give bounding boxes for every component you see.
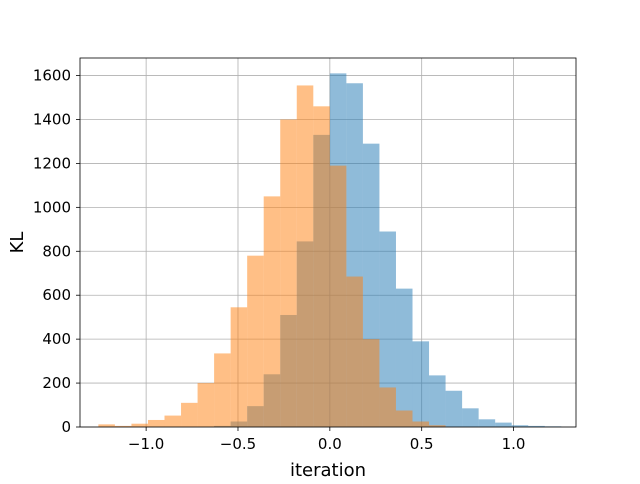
series-1-bar-19: [412, 421, 430, 427]
series-1-bar-2: [131, 423, 148, 427]
series-0-bar-18: [511, 425, 529, 427]
x-tick-label-1: −0.5: [220, 435, 256, 453]
y-tick-label-6: 1200: [33, 154, 71, 172]
series-1-bar-15: [346, 276, 363, 427]
y-tick-label-0: 0: [61, 418, 71, 436]
series-1-bar-17: [379, 387, 396, 427]
series-1-bar-1: [114, 425, 132, 427]
x-axis-ticks: −1.0 −0.5 0.0 0.5 1.0: [128, 427, 526, 453]
y-tick-label-3: 600: [42, 286, 71, 304]
series-0-bar-11: [395, 288, 413, 427]
y-tick-label-1: 200: [42, 374, 71, 392]
series-0-bar-15: [462, 408, 479, 427]
series-0-bar-17: [495, 422, 512, 427]
y-tick-label-2: 400: [42, 330, 71, 348]
histogram-bars: [98, 73, 562, 428]
series-1-bar-20: [429, 425, 446, 427]
y-axis-ticks: 0 200 400 600 800 1000 1200 1400 1600: [33, 67, 80, 436]
series-1-bar-5: [181, 402, 198, 427]
y-tick-label-7: 1400: [33, 111, 71, 129]
series-1-bar-9: [247, 255, 264, 427]
series-0-bar-12: [412, 341, 430, 427]
series-0-bar-13: [429, 375, 446, 427]
series-1-bar-4: [164, 415, 182, 427]
series-1-bar-6: [197, 383, 215, 427]
x-axis-label: iteration: [290, 460, 366, 480]
series-1-bar-14: [329, 165, 347, 427]
series-0-bar-10: [379, 231, 396, 427]
series-1-bar-7: [214, 353, 231, 427]
series-0-bar-14: [445, 390, 463, 427]
series-0-bar-16: [478, 419, 496, 427]
x-tick-label-3: 0.5: [410, 435, 434, 453]
series-1-bars: [98, 85, 446, 428]
series-1-bar-16: [362, 339, 380, 427]
y-tick-label-4: 800: [42, 242, 71, 260]
y-tick-label-8: 1600: [33, 67, 71, 85]
x-tick-label-0: −1.0: [128, 435, 164, 453]
series-1-bar-10: [263, 196, 281, 427]
series-1-bar-12: [296, 85, 314, 428]
series-1-bar-13: [313, 106, 330, 428]
y-tick-label-5: 1000: [33, 198, 71, 216]
series-1-bar-0: [98, 424, 115, 427]
x-tick-label-4: 1.0: [502, 435, 526, 453]
y-axis-label: KL: [7, 232, 28, 254]
series-1-bar-8: [230, 307, 248, 427]
series-1-bar-18: [395, 410, 413, 427]
plot-frame: [79, 57, 577, 428]
series-1-bar-3: [147, 419, 165, 427]
series-1-bar-11: [280, 119, 297, 427]
series-0-bar-19: [528, 425, 545, 427]
x-tick-label-2: 0.0: [318, 435, 342, 453]
